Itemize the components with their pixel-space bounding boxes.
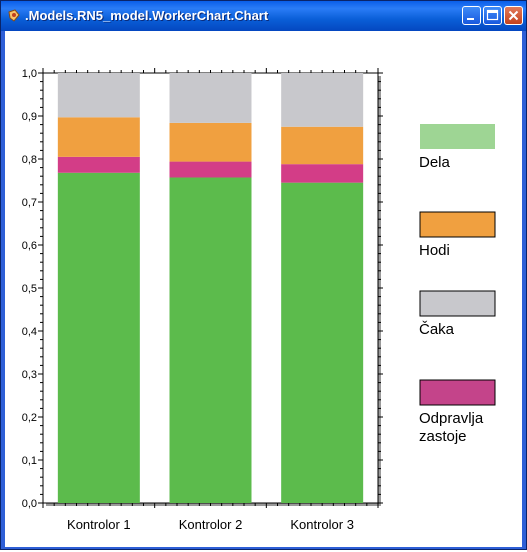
- legend-label: Čaka: [419, 321, 455, 338]
- legend-label: Hodi: [419, 242, 450, 259]
- bar-2-series-4: [169, 73, 252, 123]
- legend-swatch: [420, 124, 495, 149]
- bar-2-series-2: [169, 161, 252, 178]
- minimize-icon: [467, 18, 474, 20]
- close-button[interactable]: [504, 6, 523, 25]
- x-tick-label: Kontrolor 2: [179, 517, 243, 532]
- title-bar[interactable]: .Models.RN5_model.WorkerChart.Chart: [1, 1, 526, 31]
- bar-3-series-4: [281, 73, 364, 127]
- legend-swatch: [419, 379, 496, 406]
- app-icon: [8, 9, 20, 22]
- close-icon: [508, 10, 519, 21]
- chart-area: Kontrolor 1 Kontrolor 2 Kontrolor 3 0,0 0,1…: [5, 31, 522, 547]
- bar-3-series-1: [281, 182, 364, 503]
- bar-1-series-4: [57, 73, 140, 118]
- bars: Kontrolor 1 Kontrolor 2 Kontrolor 3: [57, 73, 364, 532]
- y-tick-label: 0,7: [22, 197, 37, 209]
- bar-1-series-2: [57, 156, 140, 173]
- bar-2-series-3: [169, 122, 252, 162]
- legend-label: Odpravlja: [419, 410, 484, 427]
- legend-label: zastoje: [419, 428, 467, 445]
- legend-swatch: [419, 290, 496, 317]
- y-tick-label: 0,5: [22, 283, 37, 295]
- minimize-button[interactable]: [462, 6, 481, 25]
- y-tick-label: 0,3: [22, 369, 37, 381]
- bar-3-series-3: [281, 126, 364, 165]
- y-tick-label: 0,2: [22, 412, 37, 424]
- y-tick-label: 0,8: [22, 154, 37, 166]
- bar-2-series-1: [169, 177, 252, 504]
- maximize-button[interactable]: [483, 6, 502, 25]
- y-tick-label: 0,9: [22, 111, 37, 123]
- maximize-icon: [486, 9, 499, 21]
- y-tick-label: 1,0: [22, 68, 37, 80]
- legend-swatch: [419, 211, 496, 238]
- x-tick-label: Kontrolor 1: [67, 517, 131, 532]
- bar-1-series-1: [57, 172, 140, 503]
- stacked-bar-chart: Kontrolor 1 Kontrolor 2 Kontrolor 3 0,0 0,1…: [22, 68, 496, 532]
- legend-label: Dela: [419, 154, 451, 171]
- y-tick-label: 0,0: [22, 498, 37, 510]
- bar-1-series-3: [57, 117, 140, 157]
- bar-3-series-2: [281, 164, 364, 183]
- x-tick-label: Kontrolor 3: [290, 517, 354, 532]
- window-title: .Models.RN5_model.WorkerChart.Chart: [25, 8, 269, 23]
- y-tick-label: 0,1: [22, 455, 37, 467]
- y-tick-label: 0,6: [22, 240, 37, 252]
- axes: 0,0 0,1 0,2 0,3 0,4 0,5 0,6 0,7 0,8 0,9 1,0: [22, 68, 383, 510]
- y-tick-label: 0,4: [22, 326, 37, 338]
